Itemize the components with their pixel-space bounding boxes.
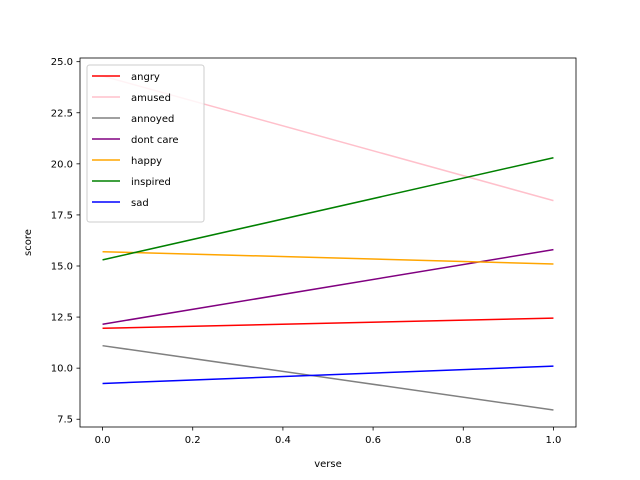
y-tick-label: 17.5 bbox=[51, 210, 73, 221]
y-tick-label: 10.0 bbox=[51, 364, 73, 375]
y-axis-label: score bbox=[23, 229, 34, 256]
legend: angry amused annoyed dont care happy inspired… bbox=[86, 64, 205, 223]
x-tick-label: 0.8 bbox=[455, 435, 471, 446]
y-tick-label: 12.5 bbox=[51, 313, 73, 324]
y-tick-label: 22.5 bbox=[51, 108, 73, 119]
x-tick-label: 1.0 bbox=[546, 435, 562, 446]
legend-label: dont care bbox=[131, 135, 179, 146]
series-line-annoyed bbox=[102, 344, 554, 411]
legend-label: amused bbox=[131, 93, 171, 104]
y-tick-label: 25.0 bbox=[51, 57, 73, 68]
series-line-inspired bbox=[102, 156, 554, 261]
x-axis: 0.0 0.2 0.4 0.6 0.8 1.0 bbox=[95, 427, 562, 446]
x-axis-label: verse bbox=[314, 459, 342, 470]
x-tick-label: 0.4 bbox=[275, 435, 291, 446]
legend-label: happy bbox=[131, 156, 162, 167]
legend-label: angry bbox=[131, 72, 160, 83]
y-tick-label: 7.5 bbox=[57, 415, 73, 426]
y-tick-label: 20.0 bbox=[51, 159, 73, 170]
plot-frame bbox=[79, 57, 577, 428]
x-tick-label: 0.6 bbox=[365, 435, 381, 446]
y-axis: 7.5 10.0 12.5 15.0 17.5 20.0 22.5 25.0 bbox=[51, 57, 80, 426]
legend-label: sad bbox=[131, 198, 149, 209]
y-tick-label: 15.0 bbox=[51, 261, 73, 272]
legend-box bbox=[86, 64, 205, 223]
legend-label: annoyed bbox=[131, 114, 174, 125]
legend-label: inspired bbox=[131, 177, 171, 188]
series-line-sad bbox=[102, 365, 554, 385]
x-tick-label: 0.2 bbox=[185, 435, 201, 446]
series-line-angry bbox=[102, 317, 554, 330]
series-line-happy bbox=[102, 250, 554, 265]
x-tick-label: 0.0 bbox=[95, 435, 111, 446]
